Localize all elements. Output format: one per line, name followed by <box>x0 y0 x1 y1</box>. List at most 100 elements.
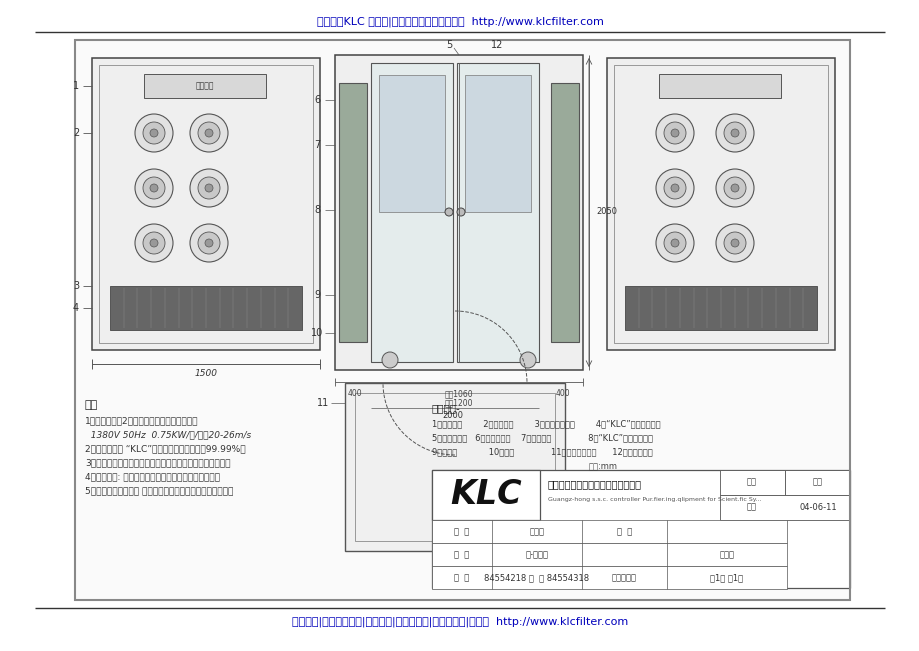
Circle shape <box>715 169 754 207</box>
Text: 12: 12 <box>490 40 503 50</box>
Text: 5、如其其它特殊规机 加工艺及配置均按金田公司标准制作。: 5、如其其它特殊规机 加工艺及配置均按金田公司标准制作。 <box>85 486 233 495</box>
Bar <box>355 393 554 541</box>
Text: 比  本: 比 本 <box>454 573 469 582</box>
Bar <box>335 55 583 370</box>
Text: 金田净化|双开门货淤室|风淤隧道|货用风淤室|空气浴尘室|风淤房  http://www.klcfilter.com: 金田净化|双开门货淤室|风淤隧道|货用风淤室|空气浴尘室|风淤房 http://… <box>291 616 628 628</box>
Text: 400: 400 <box>347 389 362 398</box>
Text: 84554218 传  集 84554318: 84554218 传 集 84554318 <box>484 573 589 582</box>
Circle shape <box>142 122 165 144</box>
Text: 风淤室: 风淤室 <box>719 550 733 559</box>
Bar <box>379 75 445 212</box>
Text: 3: 3 <box>73 281 79 291</box>
Circle shape <box>198 122 220 144</box>
Circle shape <box>664 177 686 199</box>
Text: 1380V 50Hz  0.75KW/台/风速20-26m/s: 1380V 50Hz 0.75KW/台/风速20-26m/s <box>85 430 251 439</box>
Circle shape <box>142 177 165 199</box>
Text: 电  子: 电 子 <box>454 527 469 536</box>
Text: 广州金田疯颧净化设备制造有限公司: 广州金田疯颧净化设备制造有限公司 <box>548 479 641 489</box>
Circle shape <box>723 122 745 144</box>
Text: 2000: 2000 <box>442 411 463 421</box>
Circle shape <box>655 114 693 152</box>
Bar <box>658 74 780 98</box>
Circle shape <box>205 184 213 192</box>
Circle shape <box>198 232 220 254</box>
Circle shape <box>150 129 158 137</box>
Bar <box>110 286 301 330</box>
Text: Guangz-hong s.s.c. controller Pur.fier.ing.qlipment for Scient.fic Sy...: Guangz-hong s.s.c. controller Pur.fier.i… <box>548 497 761 503</box>
Text: 平面室号图: 平面室号图 <box>611 573 636 582</box>
Bar <box>345 383 564 551</box>
Text: 第1张 共1张: 第1张 共1张 <box>709 573 743 582</box>
Text: 9: 9 <box>313 290 320 300</box>
Circle shape <box>655 169 693 207</box>
Text: 4、控制系统: 采用人性化语音提示，便于操控设置制。: 4、控制系统: 采用人性化语音提示，便于操控设置制。 <box>85 473 220 482</box>
Text: 1、风淤室采用2台额吹大风量低能耗音风机，: 1、风淤室采用2台额吹大风量低能耗音风机， <box>85 417 199 426</box>
Circle shape <box>190 224 228 262</box>
Text: 400: 400 <box>555 389 570 398</box>
Text: 单位:mm: 单位:mm <box>588 462 617 471</box>
Text: 04-06-11: 04-06-11 <box>799 503 836 512</box>
Bar <box>75 40 849 600</box>
Bar <box>144 74 266 98</box>
Text: 审  报: 审 报 <box>617 527 631 536</box>
Bar <box>370 63 452 362</box>
Text: 2: 2 <box>73 128 79 138</box>
Text: 核  对: 核 对 <box>454 550 469 559</box>
Circle shape <box>198 177 220 199</box>
Circle shape <box>457 208 464 216</box>
Circle shape <box>731 239 738 247</box>
Circle shape <box>670 184 678 192</box>
Circle shape <box>150 239 158 247</box>
Bar <box>432 543 786 566</box>
Bar <box>550 83 578 342</box>
Text: 净门1200: 净门1200 <box>444 398 472 408</box>
Text: 比型: 比型 <box>812 477 823 486</box>
Circle shape <box>670 239 678 247</box>
Text: 金田科瑞KLC 货淤室|货淤通道广州金田风淤室  http://www.klcfilter.com: 金田科瑞KLC 货淤室|货淤通道广州金田风淤室 http://www.klcfi… <box>316 17 603 27</box>
Text: 张-义龙人: 张-义龙人 <box>525 550 548 559</box>
Text: 6: 6 <box>313 95 320 105</box>
Text: 4: 4 <box>73 303 79 313</box>
Circle shape <box>731 129 738 137</box>
Circle shape <box>205 129 213 137</box>
Circle shape <box>655 224 693 262</box>
Text: 2、高效过滤器 “KLC”高效过滤器，过滤效率99.99%。: 2、高效过滤器 “KLC”高效过滤器，过滤效率99.99%。 <box>85 445 245 454</box>
Text: 工型: 工型 <box>746 503 756 512</box>
Circle shape <box>150 184 158 192</box>
Circle shape <box>381 352 398 368</box>
Circle shape <box>445 208 452 216</box>
Circle shape <box>135 224 173 262</box>
Text: 1、控制面板        2、气液喷嘴        3、红外线感应器        4、“KLC”牌初效过滤器: 1、控制面板 2、气液喷嘴 3、红外线感应器 4、“KLC”牌初效过滤器 <box>432 419 660 428</box>
Circle shape <box>205 239 213 247</box>
Bar <box>432 470 539 520</box>
Text: 初视系: 初视系 <box>529 527 544 536</box>
Circle shape <box>190 114 228 152</box>
Bar <box>607 58 834 350</box>
Circle shape <box>715 114 754 152</box>
Bar <box>92 58 320 350</box>
Circle shape <box>519 352 536 368</box>
Circle shape <box>723 177 745 199</box>
Bar <box>613 65 827 343</box>
Text: 净门1060: 净门1060 <box>444 389 472 398</box>
Text: 控制面板: 控制面板 <box>196 81 214 90</box>
Text: 7: 7 <box>313 140 320 150</box>
Text: 3、风淤室采用左、右双面吹风，可以迅速很好的吹离效果。: 3、风淤室采用左、右双面吹风，可以迅速很好的吹离效果。 <box>85 458 231 467</box>
Bar <box>624 286 816 330</box>
Text: 图解说明-: 图解说明- <box>432 403 460 413</box>
Circle shape <box>715 224 754 262</box>
Circle shape <box>731 184 738 192</box>
Text: 9、双开门            10、风机              11、内藏式照明灯      12、自动阀门廉: 9、双开门 10、风机 11、内藏式照明灯 12、自动阀门廉 <box>432 447 652 456</box>
Circle shape <box>670 129 678 137</box>
Circle shape <box>664 232 686 254</box>
Bar <box>720 495 849 520</box>
Bar <box>432 470 849 588</box>
Bar <box>99 65 312 343</box>
Bar <box>464 75 530 212</box>
Bar <box>432 566 786 589</box>
Text: 5: 5 <box>446 40 451 50</box>
Bar <box>457 63 539 362</box>
Circle shape <box>135 114 173 152</box>
Text: 说明: 说明 <box>85 400 98 410</box>
Bar <box>75 40 849 600</box>
